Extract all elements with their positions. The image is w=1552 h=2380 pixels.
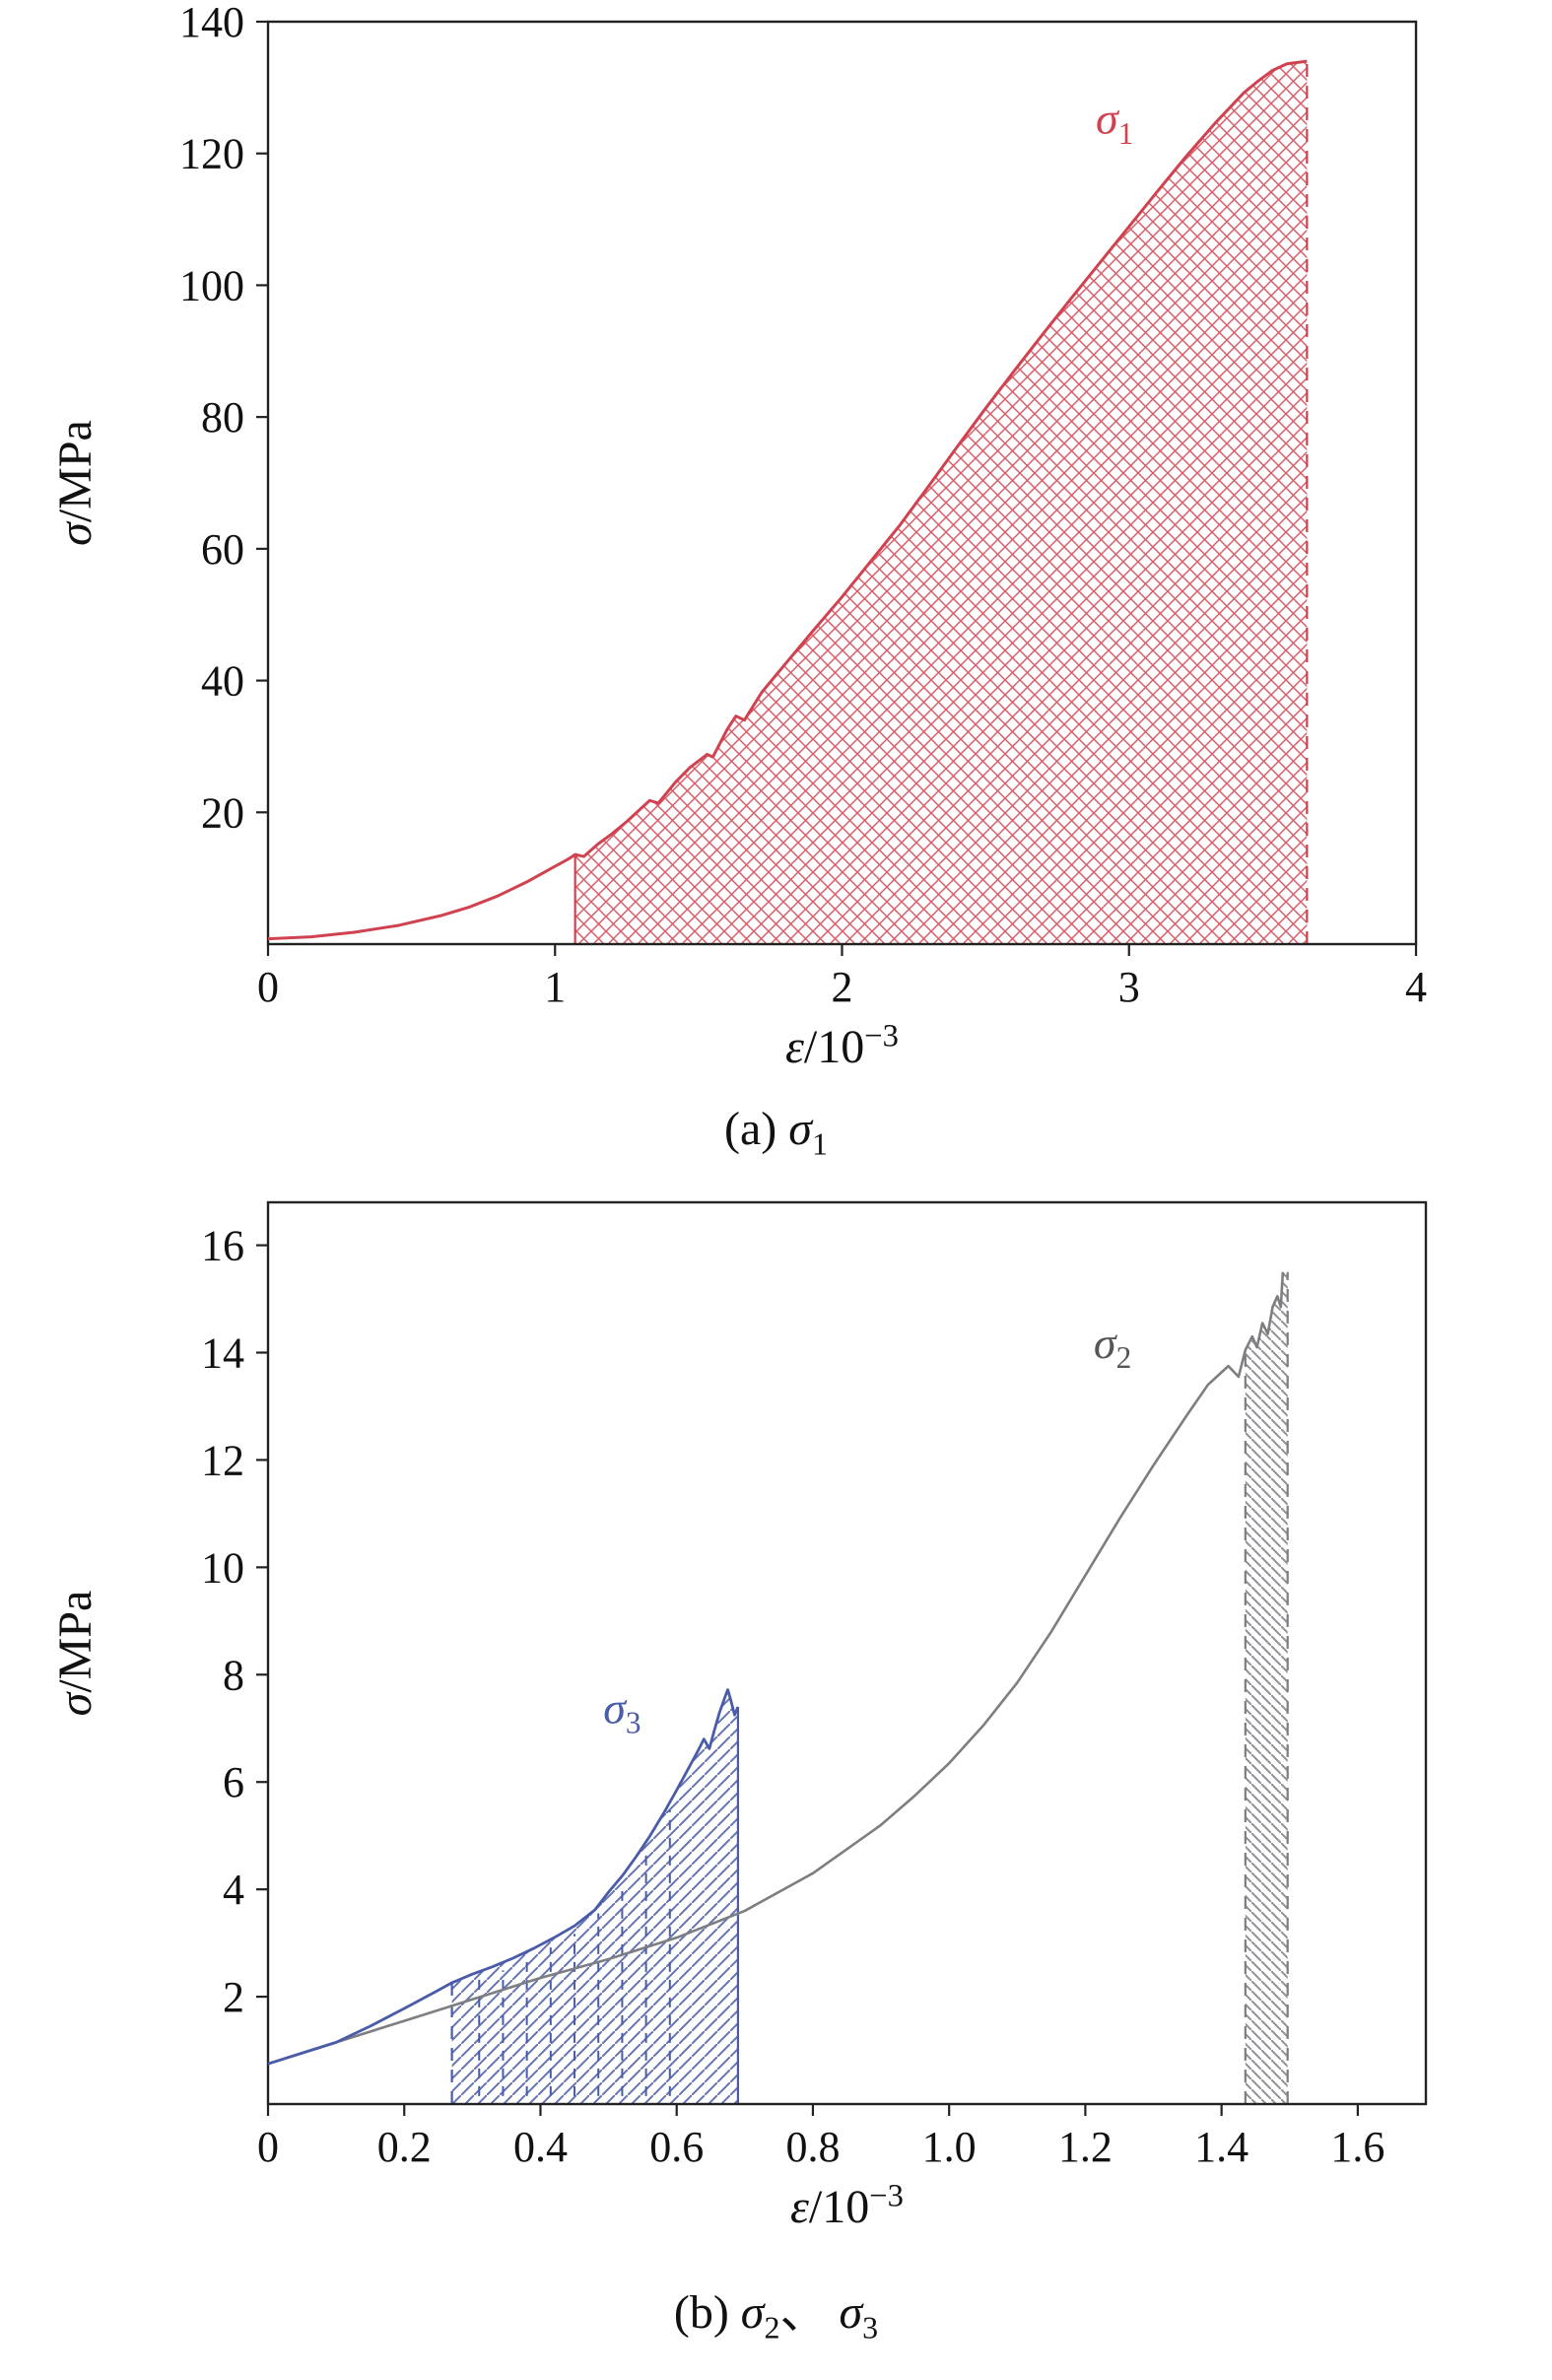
y-tick-label: 80 [201, 393, 244, 442]
series-line-sigma2 [267, 1271, 1285, 2066]
series-label-sigma3: σ3 [603, 1682, 641, 1739]
chart-b-canvas: 0 0.2 0.4 0.6 0.8 1.0 1.2 1.4 1.6 2 4 6 8 10 12 14 16 ε/1… [49, 1200, 1428, 2233]
plot-frame [266, 1200, 1428, 2106]
x-tick-label: 4 [1405, 963, 1427, 1011]
x-tick-label: 1.0 [922, 2123, 977, 2171]
hatch-region-sigma3 [450, 1689, 740, 2104]
x-tick-label: 0.2 [377, 2123, 432, 2171]
series-line-sigma3 [267, 1688, 740, 2066]
chart-element: /10 [804, 1021, 864, 1073]
y-tick-label: 4 [223, 1866, 244, 1914]
y-axis-label: σ/MPa [49, 420, 101, 546]
y-tick-label: 2 [223, 1973, 244, 2021]
y-axis-label: σ/MPa [49, 1591, 101, 1717]
y-tick-label: 100 [179, 261, 244, 309]
x-tick-label: 2 [832, 963, 853, 1011]
x-tick-label: 1.6 [1330, 2123, 1384, 2171]
y-tick-label: 14 [201, 1329, 244, 1378]
y-tick-label: 16 [201, 1222, 244, 1270]
y-tick-label: 10 [201, 1543, 244, 1592]
hatch-region-sigma2 [1244, 1271, 1289, 2104]
chart-element: 3 [626, 1705, 641, 1739]
x-tick-label: 0.6 [649, 2123, 704, 2171]
axis-ticks [256, 1244, 1359, 2116]
chart-element: /10 [809, 2181, 869, 2233]
chart-element: /MPa [49, 420, 101, 522]
x-axis-label: ε/10−3 [790, 2179, 904, 2233]
y-tick-label: 6 [223, 1758, 244, 1806]
chart-element: σ [49, 1690, 101, 1716]
chart-element: σ [1094, 1318, 1118, 1368]
x-tick-label: 1.4 [1194, 2123, 1248, 2171]
axis-ticks [256, 20, 1418, 956]
chart-element [574, 61, 1308, 945]
series-line-sigma1 [267, 59, 1308, 941]
x-tick-label: 0.4 [513, 2123, 568, 2171]
y-tick-label: 8 [223, 1651, 244, 1699]
series-label-sigma1: σ1 [1096, 94, 1133, 151]
x-tick-label: 3 [1118, 963, 1140, 1011]
chart-element: σ [49, 520, 101, 546]
hatch-region-sigma1 [574, 61, 1309, 945]
tick-labels: 0 1 2 3 4 20 40 60 80 100 120 140 [179, 0, 1427, 1011]
chart-a: 0 1 2 3 4 20 40 60 80 100 120 140 ε/10−3 σ/MPa σ1 (a) … [0, 0, 1552, 1173]
y-tick-label: 120 [179, 130, 244, 178]
y-tick-label: 60 [201, 525, 244, 574]
series-label-sigma2: σ2 [1094, 1318, 1131, 1375]
chart-element: −3 [869, 2179, 904, 2214]
x-axis-label: ε/10−3 [785, 1019, 899, 1073]
chart-element: σ [603, 1682, 628, 1733]
chart-element [451, 1689, 738, 2104]
y-tick-label: 140 [179, 0, 244, 46]
y-tick-label: 20 [201, 788, 244, 837]
chart-a-caption: (a) σ1 [724, 1103, 828, 1162]
y-tick-label: 40 [201, 657, 244, 706]
chart-b-caption: (b) σ2、 σ3 [673, 2286, 879, 2346]
chart-element: σ [1096, 94, 1120, 144]
x-tick-label: 1.2 [1058, 2123, 1113, 2171]
chart-element: 2 [1116, 1340, 1132, 1375]
x-tick-label: 0 [257, 963, 279, 1011]
chart-element: /MPa [49, 1591, 101, 1693]
tick-labels: 0 0.2 0.4 0.6 0.8 1.0 1.2 1.4 1.6 2 4 6 8 10 12 14 16 [201, 1222, 1384, 2171]
chart-element [1245, 1271, 1288, 2104]
chart-element: 1 [1118, 116, 1134, 151]
chart-b: 0 0.2 0.4 0.6 0.8 1.0 1.2 1.4 1.6 2 4 6 8 10 12 14 16 ε/1… [0, 1173, 1552, 2380]
chart-element: −3 [864, 1019, 899, 1054]
x-tick-label: 0.8 [785, 2123, 840, 2171]
y-tick-label: 12 [201, 1436, 244, 1484]
chart-element: ε [785, 1021, 804, 1073]
x-tick-label: 1 [544, 963, 566, 1011]
chart-element: ε [790, 2181, 809, 2233]
x-tick-label: 0 [257, 2123, 279, 2171]
